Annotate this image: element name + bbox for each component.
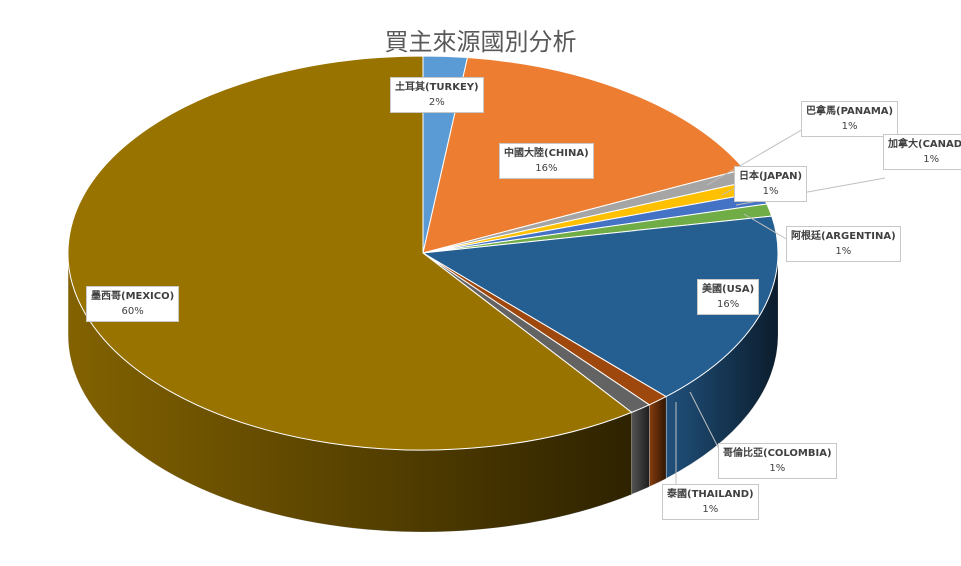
data-label-panama: 巴拿馬(PANAMA) 1% [801, 101, 898, 137]
label-percent: 1% [806, 119, 893, 134]
data-label-china: 中國大陸(CHINA) 16% [499, 143, 594, 179]
label-percent: 1% [739, 184, 802, 199]
label-name: 加拿大(CANADA) [888, 137, 961, 152]
data-label-canada: 加拿大(CANADA) 1% [883, 134, 961, 170]
label-name: 墨西哥(MEXICO) [91, 289, 174, 304]
label-percent: 1% [723, 461, 832, 476]
data-label-mexico: 墨西哥(MEXICO) 60% [86, 286, 179, 322]
label-name: 阿根廷(ARGENTINA) [791, 229, 896, 244]
data-label-thailand: 泰國(THAILAND) 1% [662, 484, 759, 520]
label-percent: 16% [504, 161, 589, 176]
data-label-usa: 美國(USA) 16% [697, 279, 759, 315]
slice-side-shade-thailand [632, 405, 650, 495]
label-name: 巴拿馬(PANAMA) [806, 104, 893, 119]
label-percent: 1% [667, 502, 754, 517]
data-label-argentina: 阿根廷(ARGENTINA) 1% [786, 226, 901, 262]
label-name: 泰國(THAILAND) [667, 487, 754, 502]
label-name: 美國(USA) [702, 282, 754, 297]
data-label-japan: 日本(JAPAN) 1% [734, 166, 807, 202]
label-percent: 60% [91, 304, 174, 319]
data-label-colombia: 哥倫比亞(COLOMBIA) 1% [718, 443, 837, 479]
label-name: 哥倫比亞(COLOMBIA) [723, 446, 832, 461]
slice-side-shade-colombia [649, 397, 666, 487]
label-name: 中國大陸(CHINA) [504, 146, 589, 161]
label-name: 土耳其(TURKEY) [395, 80, 479, 95]
label-percent: 2% [395, 95, 479, 110]
label-percent: 1% [888, 152, 961, 167]
label-percent: 16% [702, 297, 754, 312]
label-name: 日本(JAPAN) [739, 169, 802, 184]
label-percent: 1% [791, 244, 896, 259]
data-label-turkey: 土耳其(TURKEY) 2% [390, 77, 484, 113]
